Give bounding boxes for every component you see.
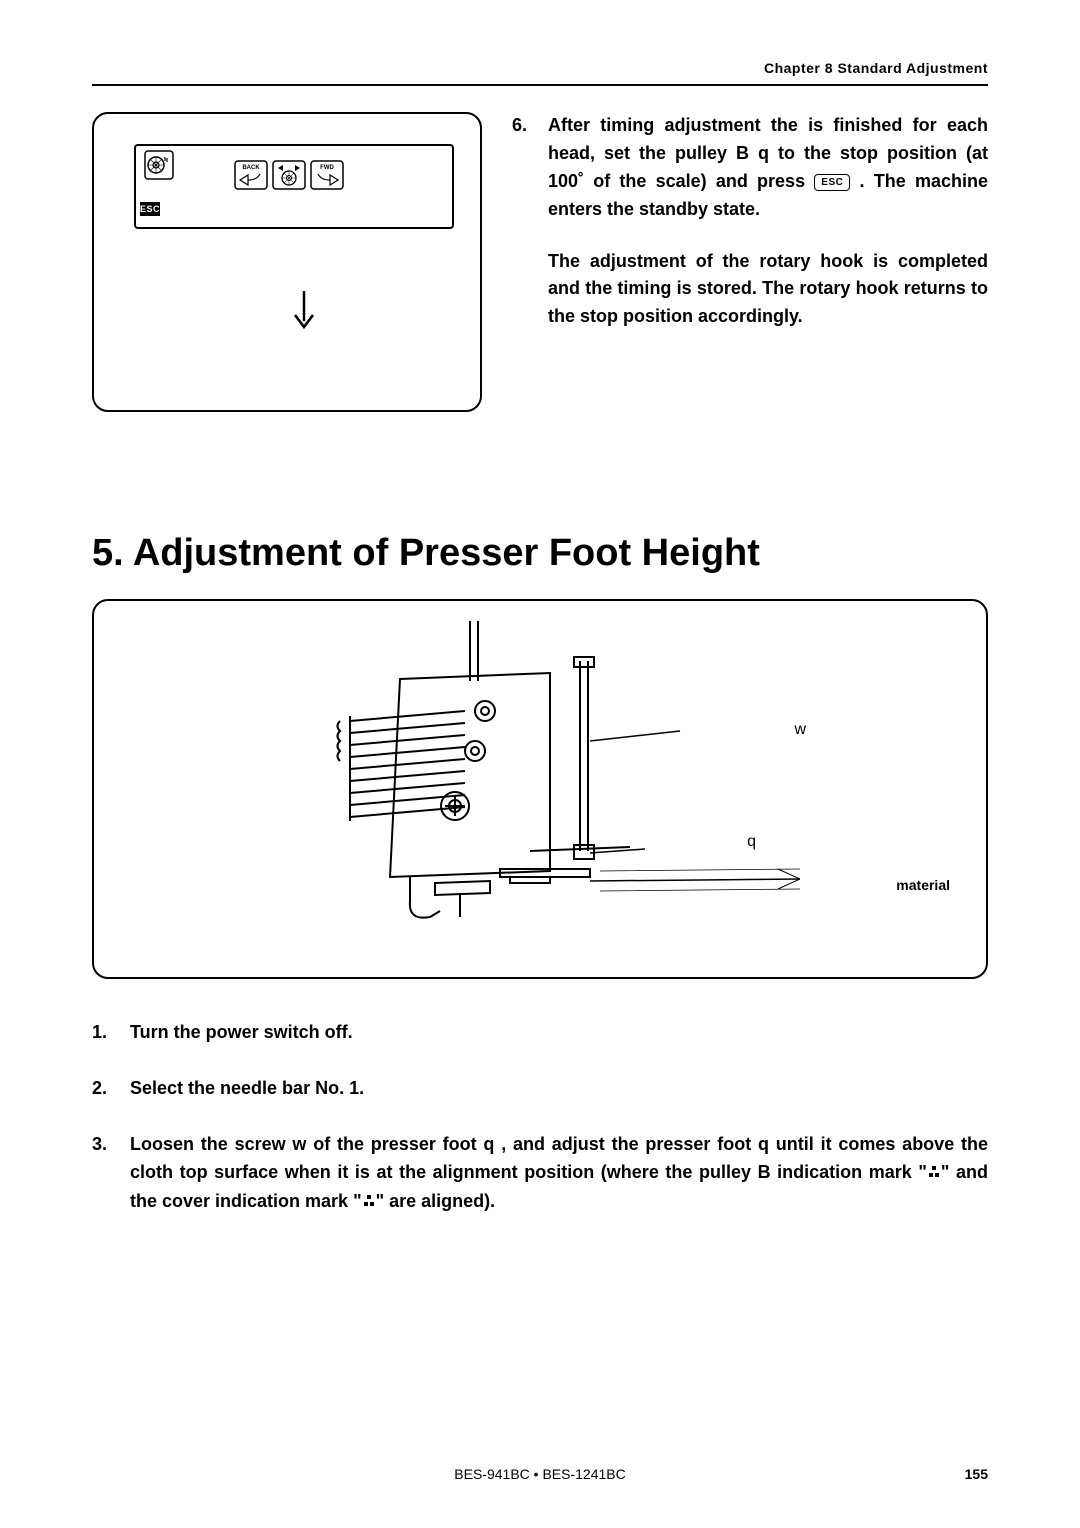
step3-part3: " are aligned). bbox=[376, 1191, 496, 1211]
mechanism-illustration bbox=[280, 621, 800, 946]
page-number: 155 bbox=[965, 1466, 988, 1482]
step-1: 1. Turn the power switch off. bbox=[92, 1019, 988, 1047]
gear-icon bbox=[144, 150, 174, 180]
esc-key-inline-icon: ESC bbox=[814, 174, 850, 191]
step-3: 3. Loosen the screw w of the presser foo… bbox=[92, 1131, 988, 1217]
header-rule bbox=[92, 84, 988, 86]
figure-large: w q material bbox=[92, 599, 988, 979]
callout-w: w bbox=[794, 721, 806, 739]
alignment-mark-icon bbox=[362, 1189, 376, 1217]
page-footer: BES-941BC • BES-1241BC 155 bbox=[92, 1466, 988, 1482]
figure-small-panel: BACK FWD bbox=[92, 112, 482, 412]
instruction-item-6: 6. After timing adjustment the is finish… bbox=[512, 112, 988, 224]
esc-badge-icon: ESC bbox=[140, 202, 160, 216]
svg-text:BACK: BACK bbox=[242, 165, 260, 171]
dial-button-icon bbox=[272, 160, 306, 190]
callout-q: q bbox=[747, 833, 756, 851]
step-text: Turn the power switch off. bbox=[130, 1019, 988, 1047]
svg-text:FWD: FWD bbox=[320, 165, 334, 171]
top-row: BACK FWD bbox=[92, 112, 988, 412]
step-number: 1. bbox=[92, 1019, 116, 1047]
step-number: 3. bbox=[92, 1131, 116, 1217]
footer-model: BES-941BC • BES-1241BC bbox=[454, 1466, 625, 1482]
instruction-number: 6. bbox=[512, 112, 534, 224]
back-button-icon: BACK bbox=[234, 160, 268, 190]
alignment-mark-icon bbox=[927, 1160, 941, 1188]
callout-material: material bbox=[896, 877, 950, 893]
fwd-button-icon: FWD bbox=[310, 160, 344, 190]
step-text: Loosen the screw w of the presser foot q… bbox=[130, 1131, 988, 1217]
steps-list: 1. Turn the power switch off. 2. Select … bbox=[92, 1019, 988, 1216]
step-2: 2. Select the needle bar No. 1. bbox=[92, 1075, 988, 1103]
step-text: Select the needle bar No. 1. bbox=[130, 1075, 988, 1103]
instruction-text: After timing adjustment the is finished … bbox=[548, 112, 988, 224]
step3-part1: Loosen the screw w of the presser foot q… bbox=[130, 1134, 988, 1182]
section-heading: 5. Adjustment of Presser Foot Height bbox=[92, 532, 988, 575]
instruction-paragraph-2: The adjustment of the rotary hook is com… bbox=[548, 248, 988, 332]
step-number: 2. bbox=[92, 1075, 116, 1103]
instruction-block: 6. After timing adjustment the is finish… bbox=[512, 112, 988, 412]
down-arrow-icon bbox=[289, 289, 319, 329]
chapter-header: Chapter 8 Standard Adjustment bbox=[92, 60, 988, 76]
